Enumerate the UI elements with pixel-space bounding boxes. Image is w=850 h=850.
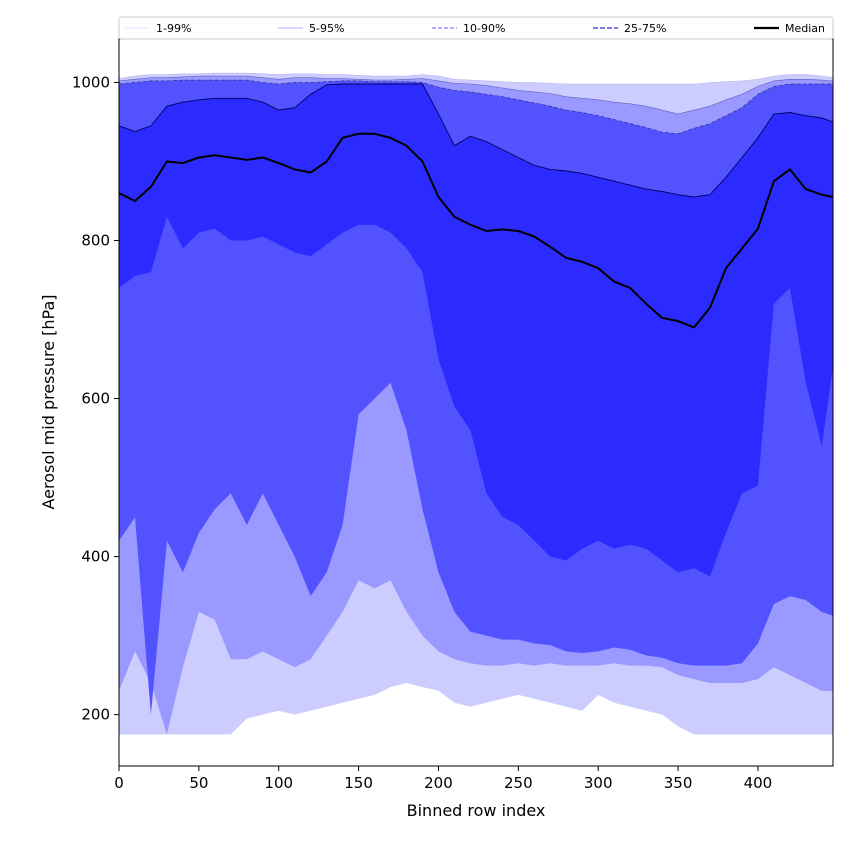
- x-tick-label: 400: [744, 774, 773, 792]
- legend-frame: [118, 16, 834, 40]
- median-series: [118, 132, 834, 329]
- band-25-75-area: [119, 84, 833, 577]
- y-tick-label: 400: [81, 548, 110, 566]
- x-tick-label: 100: [264, 774, 293, 792]
- median-line: [118, 132, 834, 329]
- x-tick-label: 350: [664, 774, 693, 792]
- x-tick-label: 50: [189, 774, 208, 792]
- legend-label: 1-99%: [156, 22, 191, 35]
- band-10-90-upper-edge: [118, 79, 833, 135]
- y-axis-ticks: 200 400 600 800 1000: [72, 73, 119, 724]
- legend-label: 5-95%: [309, 22, 344, 35]
- x-tick-label: 0: [114, 774, 124, 792]
- legend-label: 25-75%: [624, 22, 666, 35]
- band-5-95-upper-edge: [118, 75, 834, 115]
- y-tick-label: 800: [81, 232, 110, 250]
- x-axis-label: Binned row index: [407, 801, 546, 820]
- x-tick-label: 200: [424, 774, 453, 792]
- x-tick-label: 300: [584, 774, 613, 792]
- y-axis-label: Aerosol mid pressure [hPa]: [39, 294, 58, 509]
- band-25-75-upper-edge: [118, 83, 834, 198]
- y-tick-label: 600: [81, 390, 110, 408]
- legend-label: Median: [785, 22, 825, 35]
- band-1-99-upper-edge: [118, 72, 834, 85]
- x-axis-ticks: 0 50 100 150 200 250 300 350 400: [114, 766, 772, 792]
- y-tick-label: 200: [81, 706, 110, 724]
- x-tick-label: 250: [504, 774, 533, 792]
- legend: 1-99% 5-95% 10-90% 25-75% Median: [118, 16, 834, 40]
- band-edge-lines: [118, 72, 834, 198]
- y-tick-label: 1000: [72, 73, 110, 91]
- percentile-bands: [119, 73, 833, 735]
- legend-label: 10-90%: [463, 22, 505, 35]
- x-tick-label: 150: [344, 774, 373, 792]
